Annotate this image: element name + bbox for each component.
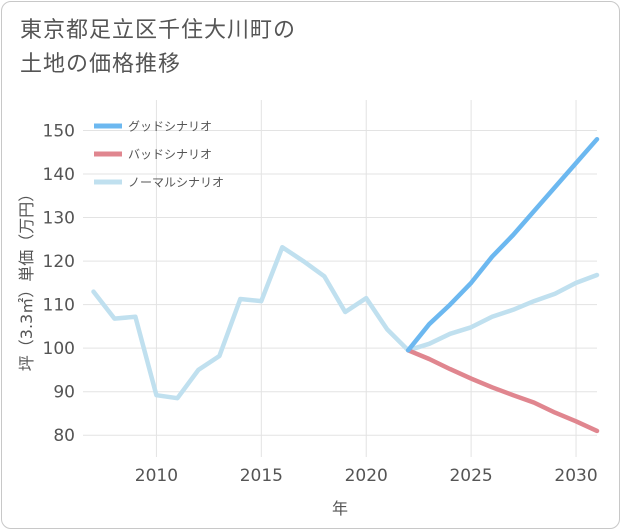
y-tick-label: 100 — [43, 339, 75, 359]
y-tick-label: 110 — [43, 296, 75, 316]
x-tick-label: 2020 — [345, 466, 388, 486]
x-tick-label: 2030 — [554, 466, 597, 486]
chart-title: 東京都足立区千住大川町の 土地の価格推移 — [20, 14, 296, 82]
legend-label-1: バッドシナリオ — [128, 148, 212, 162]
y-tick-label: 150 — [43, 121, 75, 141]
y-tick-label: 90 — [53, 383, 75, 403]
x-tick-label: 2025 — [449, 466, 492, 486]
x-tick-label: 2015 — [240, 466, 283, 486]
x-axis-title: 年 — [332, 499, 348, 518]
legend-label-0: グッドシナリオ — [128, 120, 212, 134]
legend-label-2: ノーマルシナリオ — [128, 176, 224, 190]
chart-title-line-1: 東京都足立区千住大川町の — [20, 18, 297, 43]
series-line-0 — [405, 136, 600, 353]
series-line-2 — [91, 244, 600, 401]
chart-title-line-2: 土地の価格推移 — [20, 52, 182, 77]
y-tick-label: 80 — [53, 426, 75, 446]
y-tick-label: 130 — [43, 209, 75, 229]
y-tick-label: 140 — [43, 165, 75, 185]
y-tick-label: 120 — [43, 252, 75, 272]
x-tick-label: 2010 — [135, 466, 178, 486]
y-axis-title: 坪（3.3㎡）単価（万円） — [17, 186, 36, 371]
series-line-1 — [405, 348, 600, 434]
